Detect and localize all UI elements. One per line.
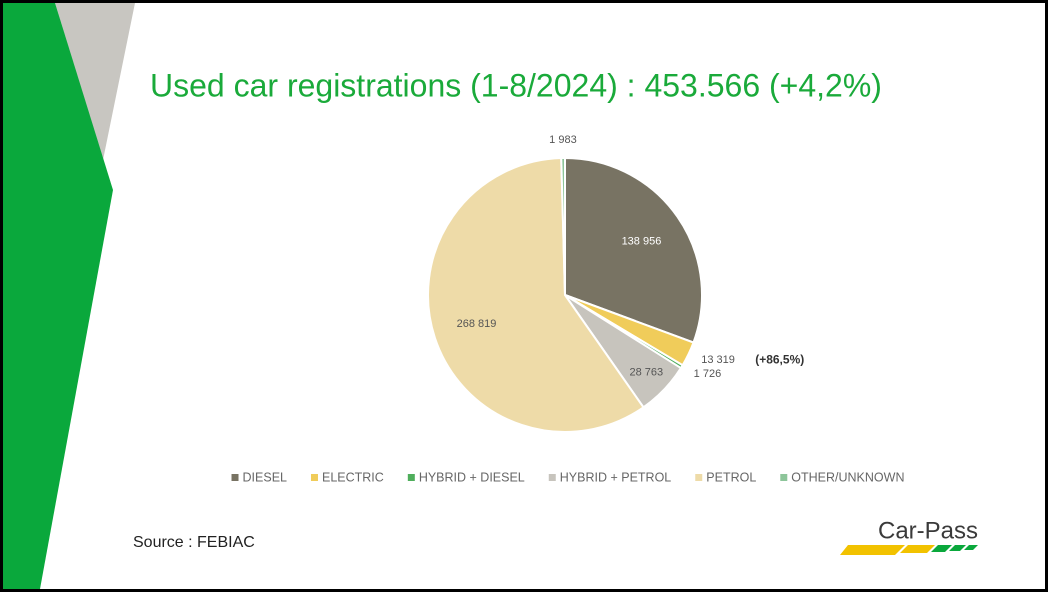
- legend-label: DIESEL: [243, 470, 288, 484]
- logo-stripe: [840, 545, 905, 555]
- logo-stripe: [900, 545, 935, 553]
- legend-swatch: [780, 474, 788, 481]
- legend-swatch: [310, 474, 318, 481]
- logo: Car-Pass: [840, 517, 978, 555]
- data-label: 138 956: [622, 236, 662, 248]
- legend-label: ELECTRIC: [322, 470, 384, 484]
- grey-shape: [55, 3, 135, 160]
- chart-title: Used car registrations (1-8/2024) : 453.…: [150, 67, 882, 103]
- logo-stripe: [931, 545, 952, 552]
- legend-label: PETROL: [706, 470, 756, 484]
- logo-stripe: [964, 545, 978, 550]
- data-label: 1 726: [694, 368, 722, 380]
- pie-slice: [426, 157, 645, 433]
- annotation: (+86,5%): [755, 352, 804, 366]
- data-label: 28 763: [629, 366, 663, 378]
- legend-swatch: [695, 474, 703, 481]
- legend-label: OTHER/UNKNOWN: [791, 470, 904, 484]
- data-label: 268 819: [457, 318, 497, 330]
- legend-swatch: [231, 474, 239, 481]
- logo-stripe: [949, 545, 966, 551]
- legend-swatch: [407, 474, 415, 481]
- source: Source : FEBIAC: [133, 534, 255, 551]
- data-label: 13 319: [701, 354, 735, 366]
- pie-slice: [564, 156, 703, 344]
- green-shape: [3, 3, 113, 589]
- legend-label: HYBRID + DIESEL: [419, 470, 525, 484]
- legend-swatch: [548, 474, 556, 481]
- data-label: 1 983: [549, 134, 577, 146]
- legend-label: HYBRID + PETROL: [560, 470, 672, 484]
- logo-text: Car-Pass: [878, 517, 978, 544]
- pie-slice: [560, 156, 566, 296]
